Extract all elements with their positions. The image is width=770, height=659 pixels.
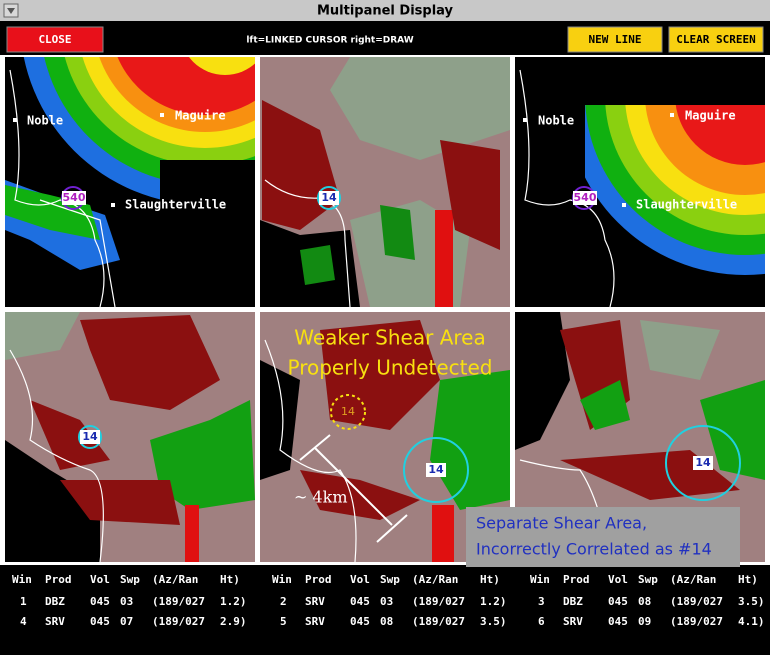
window-title: Multipanel Display [317,4,454,19]
table-header: Vol [350,573,370,586]
table-header: Ht) [220,573,240,586]
meso-marker: 14 [428,463,444,476]
table-cell: 2 [280,595,287,608]
table-header: Vol [90,573,110,586]
table-header: (Az/Ran [412,573,458,586]
table-header: Swp [638,573,658,586]
table-header: Ht) [480,573,500,586]
status-table: Win Prod Vol Swp (Az/Ran Ht) 1 DBZ 045 03 (189/027… [12,573,765,628]
table-cell: 2.9) [220,615,247,628]
table-cell: 4 [20,615,27,628]
panel-5: 14 14 Weaker Shear Area Properly Undetec… [260,312,510,562]
table-cell: 1.2) [480,595,507,608]
town-label: Slaughterville [125,198,226,212]
callout-box [466,507,740,567]
title-bar [0,0,770,21]
table-header: (Az/Ran [670,573,716,586]
table-header: Vol [608,573,628,586]
table-cell: 03 [120,595,133,608]
table-cell: 3 [538,595,545,608]
table-cell: SRV [305,595,325,608]
hint-text: lft=LINKED CURSOR right=DRAW [246,36,413,46]
table-header: (Az/Ran [152,573,198,586]
table-cell: 4.1) [738,615,765,628]
table-cell: (189/027 [152,595,205,608]
meso-marker: 540 [574,191,597,204]
table-cell: (189/027 [152,615,205,628]
table-cell: 1 [20,595,27,608]
table-header: Prod [45,573,72,586]
meso-marker: 14 [82,430,98,443]
table-cell: 045 [608,615,628,628]
table-cell: 3.5) [738,595,765,608]
distance-label: ~ 4km [294,488,348,507]
table-cell: (189/027 [670,615,723,628]
annotation-line: Weaker Shear Area [294,326,485,350]
table-cell: 3.5) [480,615,507,628]
meso-marker: 540 [63,191,86,204]
table-cell: (189/027 [670,595,723,608]
table-cell: 09 [638,615,651,628]
panel-4: 14 [5,312,255,562]
table-cell: 6 [538,615,545,628]
table-header: Prod [563,573,590,586]
menu-icon [7,8,15,14]
table-header: Win [530,573,550,586]
table-cell: 08 [380,615,393,628]
town-label: Maguire [685,109,736,123]
table-cell: 045 [350,615,370,628]
town-label: Maguire [175,109,226,123]
panel-3: Noble Maguire Slaughterville 540 [515,57,765,307]
table-header: Win [12,573,32,586]
table-cell: SRV [45,615,65,628]
clear-screen-label: CLEAR SCREEN [676,33,755,46]
table-cell: SRV [305,615,325,628]
table-cell: 045 [90,595,110,608]
table-header: Prod [305,573,332,586]
callout-line: Incorrectly Correlated as #14 [476,540,712,559]
town-label: Noble [538,114,574,128]
table-cell: 045 [350,595,370,608]
table-cell: DBZ [563,595,583,608]
table-cell: 045 [608,595,628,608]
town-label: Slaughterville [636,198,737,212]
clear-screen-button[interactable] [668,26,764,53]
table-cell: 08 [638,595,651,608]
table-cell: 5 [280,615,287,628]
new-line-label: NEW LINE [589,33,642,46]
callout-line: Separate Shear Area, [476,514,647,533]
close-button[interactable] [6,26,104,53]
table-cell: (189/027 [412,595,465,608]
meso-marker: 14 [321,191,337,204]
panel-1: Noble Maguire Slaughterville 540 [5,57,255,307]
new-line-button[interactable] [567,26,663,53]
table-header: Swp [120,573,140,586]
faint-marker: 14 [341,405,355,418]
table-cell: DBZ [45,595,65,608]
table-cell: 1.2) [220,595,247,608]
table-cell: (189/027 [412,615,465,628]
table-cell: 045 [90,615,110,628]
table-header: Ht) [738,573,758,586]
panel-2: 14 [260,57,510,307]
town-label: Noble [27,114,63,128]
table-cell: 07 [120,615,133,628]
meso-marker: 14 [695,456,711,469]
table-header: Win [272,573,292,586]
table-cell: 03 [380,595,393,608]
annotation-line: Properly Undetected [288,356,493,380]
close-button-label: CLOSE [38,33,71,46]
table-header: Swp [380,573,400,586]
table-cell: SRV [563,615,583,628]
